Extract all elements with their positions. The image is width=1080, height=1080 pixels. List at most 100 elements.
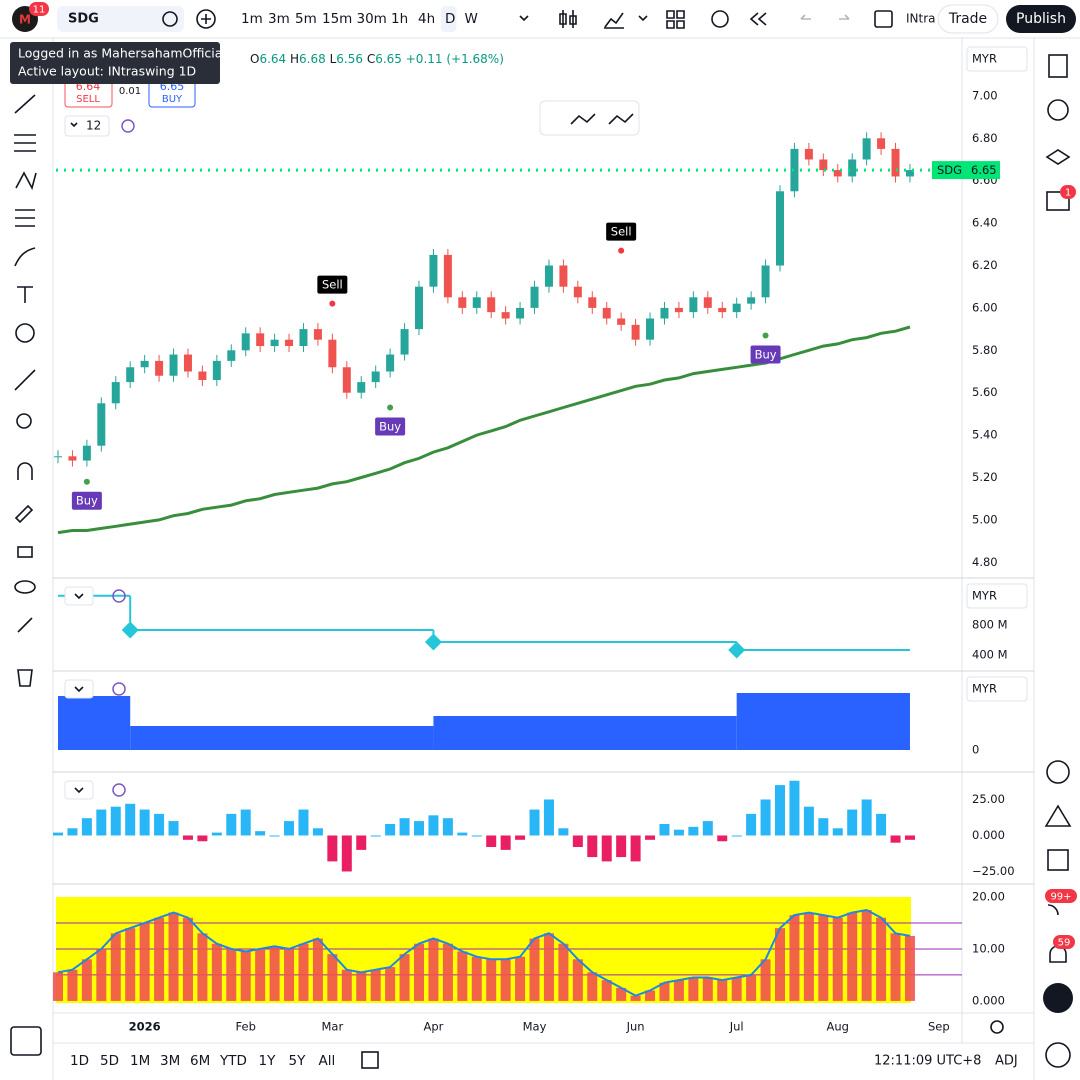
link-tool[interactable] (17, 617, 33, 633)
pane-toggle[interactable] (64, 780, 94, 800)
lock-draw-tool[interactable] (14, 504, 34, 524)
strength-bar (457, 951, 468, 1001)
replay-icon[interactable] (749, 12, 767, 26)
drawing-toolbar (10, 94, 42, 1056)
histogram-bar (298, 809, 309, 836)
strength-bar (876, 917, 887, 1001)
interval[interactable]: 30m (357, 11, 387, 27)
indicators-icon[interactable] (604, 12, 624, 29)
magnet-tool[interactable] (17, 462, 33, 480)
candle (617, 318, 626, 325)
dropdown[interactable] (638, 15, 648, 22)
trash-tool[interactable] (17, 669, 33, 687)
histogram-bar (284, 821, 295, 836)
interval[interactable]: 4h (418, 11, 435, 27)
interval[interactable]: D (445, 11, 455, 27)
candle (804, 148, 813, 160)
feed-icon[interactable] (1047, 904, 1059, 916)
add-icon[interactable] (196, 9, 216, 29)
pattern-icons[interactable] (570, 113, 634, 125)
refresh-icon[interactable] (112, 589, 126, 603)
x-tick-label: Jun (626, 1020, 645, 1034)
pane-toggle[interactable] (64, 679, 94, 699)
forecast-tool[interactable] (15, 209, 35, 227)
date-range-icon[interactable] (361, 1051, 379, 1069)
undo-icon[interactable] (800, 14, 811, 20)
publish-button[interactable] (1006, 5, 1076, 33)
range[interactable]: 6M (190, 1053, 210, 1069)
redo-icon[interactable] (839, 14, 850, 20)
range[interactable]: YTD (219, 1053, 247, 1069)
watchlist-icon[interactable] (1048, 54, 1068, 78)
strength-bar (399, 954, 410, 1001)
interval[interactable]: 1m (241, 11, 263, 27)
layers-icon[interactable] (1045, 149, 1071, 165)
apps-button[interactable] (1043, 983, 1073, 1013)
strength-bar (428, 938, 439, 1001)
y-tick-label: −25.00 (972, 864, 1015, 878)
currency-box[interactable] (966, 583, 1028, 609)
range[interactable]: 1M (130, 1053, 150, 1069)
help-icon[interactable] (1045, 1042, 1071, 1068)
brush-tool[interactable] (14, 247, 36, 267)
trade-button[interactable] (937, 4, 999, 34)
alert-icon[interactable] (711, 10, 729, 28)
ideas-icon[interactable] (1044, 804, 1072, 827)
histogram-bar (731, 835, 742, 837)
candle (689, 297, 698, 313)
y-tick-label: 4.80 (972, 555, 998, 569)
hotlist-icon[interactable] (1046, 760, 1070, 784)
range[interactable]: 1Y (259, 1053, 277, 1069)
interval[interactable]: 15m (322, 11, 352, 27)
currency-box[interactable] (966, 46, 1028, 72)
interval[interactable]: 5m (295, 11, 317, 27)
range[interactable]: 1D (70, 1053, 89, 1069)
range[interactable]: 5Y (289, 1053, 307, 1069)
histogram-bar (414, 821, 424, 836)
zoom-tool[interactable] (16, 413, 32, 429)
compare-icon[interactable] (162, 11, 178, 27)
interval[interactable]: W (465, 11, 478, 27)
adjust-toggle[interactable]: ADJ (995, 1054, 1018, 1069)
dropdown[interactable] (519, 15, 529, 22)
layout-name[interactable]: INtra (906, 12, 936, 26)
pane-toggle[interactable] (64, 586, 94, 606)
pattern-tool[interactable] (15, 171, 37, 191)
calendar-icon[interactable] (1047, 849, 1069, 871)
indicators-toggle[interactable] (64, 115, 110, 137)
interval[interactable]: 3m (268, 11, 290, 27)
ruler-tool[interactable] (14, 369, 36, 391)
layout-box[interactable] (874, 10, 893, 28)
histogram-bar (515, 835, 526, 840)
symbol: SDG (68, 12, 99, 27)
currency: MYR (972, 682, 997, 696)
fib-tool[interactable] (14, 134, 36, 152)
layout-icon[interactable] (666, 10, 685, 29)
emoji-tool[interactable] (15, 323, 35, 343)
refresh-icon[interactable] (112, 682, 126, 696)
interval[interactable]: 1h (391, 11, 408, 27)
y-tick-label: 25.00 (972, 792, 1005, 806)
refresh-icon[interactable] (112, 783, 126, 797)
chevrons (74, 593, 84, 794)
candle (747, 297, 756, 304)
range[interactable]: 3M (160, 1053, 180, 1069)
histogram-bar (760, 799, 771, 836)
settings-icon[interactable] (990, 1020, 1004, 1034)
pane-controls (64, 586, 126, 800)
refresh-icon[interactable] (121, 119, 135, 133)
strength-bar (240, 951, 251, 1001)
chat-icon[interactable] (1046, 191, 1070, 211)
symbol-search[interactable] (57, 6, 184, 32)
lock-tool[interactable] (17, 546, 33, 558)
text-tool[interactable] (17, 286, 33, 303)
range[interactable]: 5D (100, 1053, 119, 1069)
watch-button[interactable] (10, 1026, 42, 1056)
trend-line-tool[interactable] (14, 94, 36, 114)
strength-bar (616, 987, 627, 1001)
alerts-icon[interactable] (1047, 99, 1069, 121)
range[interactable]: All (319, 1053, 336, 1069)
visibility-tool[interactable] (14, 580, 36, 594)
currency-box[interactable] (966, 676, 1028, 702)
chart-type-icon[interactable] (559, 10, 577, 28)
